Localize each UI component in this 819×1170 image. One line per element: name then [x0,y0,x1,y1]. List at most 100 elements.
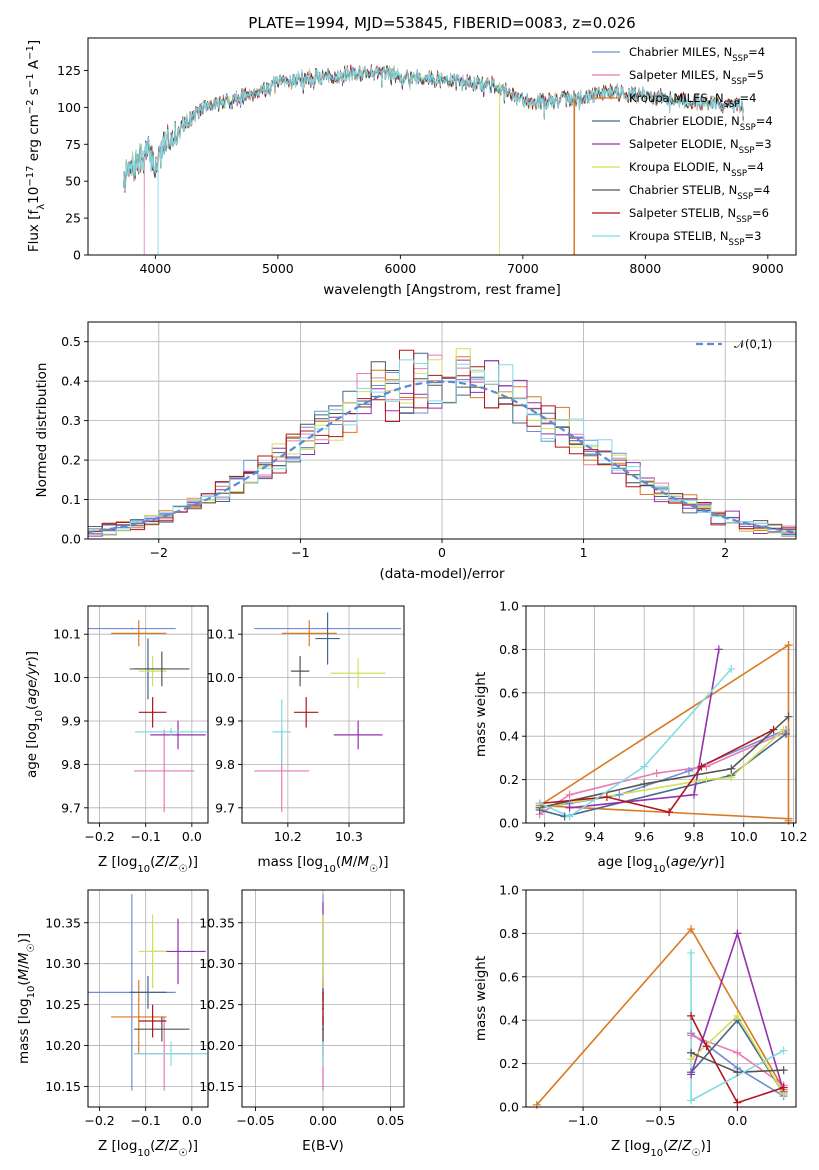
y-tick-label: 9.9 [215,714,235,729]
legend-tail: =4 [739,91,756,105]
y-tick-label: 0.6 [499,969,519,984]
x-tick-label: 10.3 [335,829,363,844]
x-tick-label: −1 [291,545,309,560]
x-tick-label: −0.2 [84,829,114,844]
label-part: 10 [26,986,37,999]
legend-sub: SSP [731,169,747,179]
axes-frame [87,37,797,256]
age-ylabel: age [log10(age/yr)] [24,651,45,778]
label-part: ( [150,1138,155,1154]
label-part: age/yr [671,854,716,870]
y-tick-label: 10.35 [199,915,235,930]
y-tick-label: 0.2 [499,772,519,787]
weight-marker-salpeter-stelib [702,1042,711,1051]
weight-marker-kroupa-stelib [727,664,736,673]
label-part: M [357,854,369,870]
legend-label-chabrier-miles: Chabrier MILES, NSSP=4 [629,45,765,64]
spectrum-line-kroupa-stelib [123,65,744,255]
panel-residuals: −2 −1 0 1 2 0.0 0.1 0.2 0.3 0.4 0.5 𝒩(0,1) (data-mod… [34,321,797,582]
axes-frame [525,889,797,1108]
label-part: A [26,59,42,73]
y-tick-label: 0.1 [61,492,81,507]
point-salpeter-elodie [357,733,360,736]
figure-title: PLATE=1994, MJD=53845, FIBERID=0083, z=0… [248,14,635,32]
axes-frame [241,889,405,1108]
y-tick-label: 10.20 [45,1038,81,1053]
label-part: ☉ [178,1148,187,1159]
x-tick-label: 9.6 [634,829,654,844]
y-tick-label: 9.8 [215,757,235,772]
legend-sub: SSP [739,146,755,156]
point-salpeter-elodie [177,733,179,736]
y-tick-label: 10.0 [53,670,81,685]
legend-tail: =6 [752,206,769,220]
weight-marker-salpeter-elodie [689,790,698,799]
label-part: −1 [25,45,36,60]
spectrum-ylabel: Flux [fλ10−17 erg cm−2 s−1 A−1] [25,40,47,252]
label-part: 10 [26,187,42,204]
panel-spectrum: 4000 5000 6000 7000 8000 9000 0 25 50 75 100 125 Cha… [25,37,797,298]
residuals-ylabel: Normed distribution [34,363,50,498]
label-part: −17 [25,166,36,187]
point-chabrier-elodie [326,637,329,640]
label-part: ( [665,854,670,870]
legend-tail: =5 [747,68,764,82]
x-tick-label: 0.05 [377,1113,405,1128]
z-xlabel: Z [log10(Z/Z☉)] [98,854,198,875]
label-part: Normed distribution [34,363,50,498]
normal-curve [88,380,796,534]
legend-label-kroupa-elodie: Kroupa ELODIE, NSSP=4 [629,160,764,179]
label-part: )] [16,933,32,944]
y-tick-label: 125 [57,63,81,78]
chart-layer: 4000 5000 6000 7000 8000 90000255075100125Cha… [16,37,807,1159]
label-part: Z [168,854,179,870]
label-part: / [353,854,358,870]
plot-area-z-mass [88,894,208,1091]
weight-marker-chabrier-stelib [784,712,793,721]
weight-line-chabrier-stelib [539,716,790,809]
y-tick-label: 0.3 [61,413,81,428]
label-part: ☉ [691,1148,700,1159]
point-kroupa-miles [137,632,140,635]
spectrum-xlabel: wavelength [Angstrom, rest frame] [323,282,561,298]
legend-sub: SSP [740,123,756,133]
label-part: erg cm [26,114,42,165]
x-tick-label: 10.0 [730,829,758,844]
mass-xlabel: mass [log10(M/M☉)] [257,854,388,875]
residual-hist-chabrier-stelib [88,361,796,538]
weight-marker-salpeter-stelib [733,1098,742,1107]
weight-marker-salpeter-stelib [665,808,674,817]
x-tick-label: 10.2 [274,829,302,844]
plot-area-residuals [88,348,796,538]
point-kroupa-stelib [280,730,283,733]
legend-text: Chabrier ELODIE, N [629,114,740,128]
x-tick-label: −2 [150,545,168,560]
y-tick-label: 10.1 [53,627,81,642]
label-part: Z [154,854,165,870]
x-tick-label: 9.2 [535,829,555,844]
weight-marker-salpeter-elodie [687,1070,696,1079]
legend-label-salpeter-stelib: Salpeter STELIB, NSSP=6 [629,206,769,225]
label-part: 10 [34,710,45,723]
z-xlabel: Z [log10(Z/Z☉)] [611,1138,711,1159]
point-chabrier-stelib [299,670,301,672]
label-part: (data-model)/error [379,566,505,582]
weight-marker-kroupa-stelib [687,1096,696,1105]
weight-marker-salpeter-miles [733,1048,742,1057]
legend-text: Chabrier MILES, N [629,45,732,59]
x-tick-label: −0.5 [645,1113,675,1128]
point-kroupa-elodie [151,950,154,953]
legend-tail: =3 [755,137,772,151]
label-part: )] [700,1138,711,1154]
weight-line-kroupa-stelib [539,668,732,818]
y-tick-label: 0.2 [61,453,81,468]
weight-marker-kroupa-elodie [727,773,736,782]
panel-z-mass: −0.2 −0.1 0.0 10.15 10.20 10.25 10.30 10.35 Z [l… [16,889,209,1159]
axes-frame [525,605,797,824]
weight-marker-chabrier-miles [615,790,624,799]
legend-label-chabrier-elodie: Chabrier ELODIE, NSSP=4 [629,114,773,133]
weight-marker-chabrier-stelib [733,1068,742,1077]
label-part: Z [154,1138,165,1154]
point-kroupa-elodie [151,670,154,672]
